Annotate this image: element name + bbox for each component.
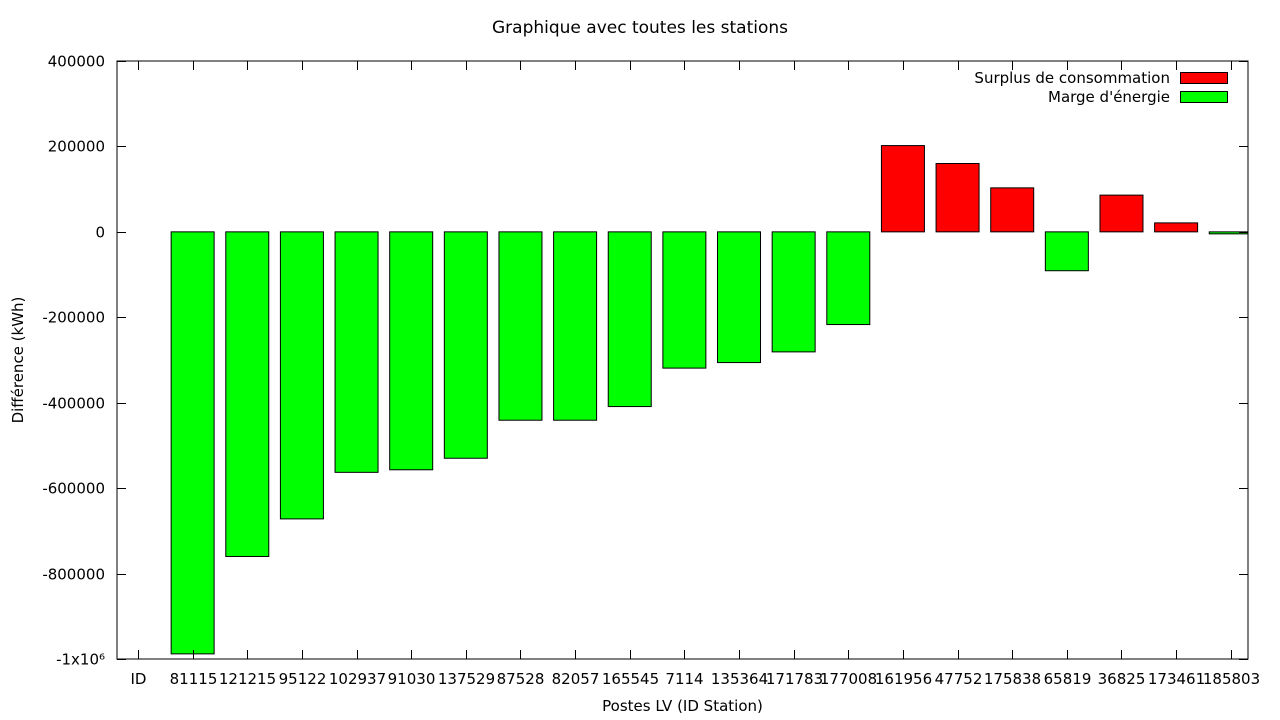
- bar-95122: [279, 231, 324, 520]
- plot-area-border: [116, 60, 1249, 660]
- bar-161956: [880, 145, 925, 233]
- x-tick-label: 173461: [1148, 670, 1205, 688]
- x-tick-label: 82057: [552, 670, 600, 688]
- x-tick-label: 175838: [984, 670, 1041, 688]
- bar-47752: [935, 163, 980, 233]
- bar-121215: [225, 231, 270, 557]
- bar-102937: [334, 231, 379, 473]
- y-tick-label: -200000: [42, 309, 105, 327]
- bar-36825: [1099, 194, 1144, 233]
- bar-87528: [498, 231, 543, 421]
- legend-swatch-surplus: [1180, 71, 1228, 84]
- bar-65819: [1044, 231, 1089, 272]
- x-tick-label: 95122: [279, 670, 327, 688]
- x-tick-label: 65819: [1044, 670, 1092, 688]
- x-tick-label: 171783: [766, 670, 823, 688]
- y-tick-label: -400000: [42, 395, 105, 413]
- x-tick-label: 102937: [329, 670, 386, 688]
- y-tick-label: -600000: [42, 480, 105, 498]
- legend-label-surplus: Surplus de consommation: [974, 68, 1170, 87]
- y-tick-label: -800000: [42, 566, 105, 584]
- y-tick-label: 400000: [48, 53, 105, 71]
- x-tick-label: 91030: [388, 670, 436, 688]
- y-tick-label: 0: [95, 224, 105, 242]
- x-tick-label: 137529: [438, 670, 495, 688]
- x-tick-label: ID: [131, 670, 147, 688]
- bar-165545: [607, 231, 652, 408]
- x-tick-label: 47752: [935, 670, 983, 688]
- legend-label-marge: Marge d'énergie: [1048, 87, 1170, 106]
- x-axis-label: Postes LV (ID Station): [602, 697, 763, 715]
- x-tick-label: 7114: [665, 670, 703, 688]
- x-tick-label: 87528: [497, 670, 545, 688]
- y-axis-label: Différence (kWh): [9, 296, 27, 424]
- bar-91030: [389, 231, 434, 471]
- x-tick-label: 161956: [875, 670, 932, 688]
- bar-82057: [553, 231, 598, 421]
- bar-137529: [443, 231, 488, 459]
- x-tick-label: 81115: [170, 670, 218, 688]
- x-tick-label: 135364: [711, 670, 768, 688]
- bar-81115: [170, 231, 215, 655]
- chart-title: Graphique avec toutes les stations: [491, 18, 788, 38]
- legend-item-surplus: Surplus de consommation: [974, 68, 1228, 87]
- bar-175838: [990, 187, 1035, 233]
- x-tick-label: 165545: [602, 670, 659, 688]
- bar-173461: [1154, 222, 1199, 233]
- y-tick-label: -1x10⁶: [56, 651, 105, 669]
- legend-swatch-marge: [1180, 90, 1228, 103]
- bar-171783: [771, 231, 816, 353]
- legend-item-marge: Marge d'énergie: [974, 87, 1228, 106]
- bar-135364: [717, 231, 762, 364]
- x-tick-label: 177008: [820, 670, 877, 688]
- y-tick-label: 200000: [48, 138, 105, 156]
- legend: Surplus de consommation Marge d'énergie: [974, 68, 1228, 106]
- bar-177008: [826, 231, 871, 326]
- x-tick-label: 185803: [1203, 670, 1260, 688]
- x-tick-label: 121215: [219, 670, 276, 688]
- x-tick-label: 36825: [1098, 670, 1146, 688]
- bar-7114: [662, 231, 707, 369]
